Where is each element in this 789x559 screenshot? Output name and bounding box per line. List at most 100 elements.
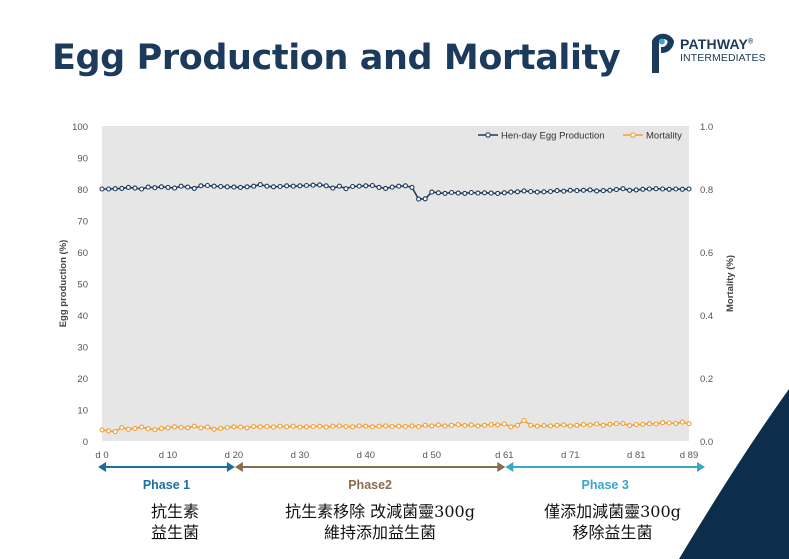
egg-production-point xyxy=(264,183,270,189)
egg-production-point xyxy=(323,183,329,189)
phase-arrow-head-left xyxy=(98,462,106,472)
egg-production-point xyxy=(449,189,455,196)
egg-production-point xyxy=(495,190,501,196)
mortality-point xyxy=(607,421,613,427)
egg-production-point xyxy=(119,185,125,191)
egg-production-point xyxy=(218,183,224,190)
mortality-point xyxy=(429,423,435,429)
phase-arrow-head-right xyxy=(697,462,705,472)
mortality-point xyxy=(336,423,342,429)
mortality-point xyxy=(343,423,349,430)
egg-production-point xyxy=(488,190,494,196)
egg-production-point xyxy=(600,188,606,194)
mortality-point xyxy=(178,424,184,431)
y-right-tick-label: 1.0 xyxy=(700,122,713,133)
egg-production-point xyxy=(383,185,389,191)
mortality-point xyxy=(376,423,382,429)
y-left-tick-label: 10 xyxy=(77,406,88,417)
mortality-point xyxy=(356,423,362,429)
mortality-point xyxy=(673,420,679,426)
mortality-point xyxy=(462,423,468,429)
y-right-axis-label: Mortality (%) xyxy=(725,255,736,312)
phase2-note-line2: 維持添加益生菌 xyxy=(323,523,436,542)
mortality-point xyxy=(257,424,263,430)
mortality-point xyxy=(640,421,646,427)
mortality-point xyxy=(481,422,488,428)
egg-production-point xyxy=(211,183,217,189)
mortality-point xyxy=(449,422,455,428)
phase3-note-line2: 移除益生菌 xyxy=(572,523,653,542)
mortality-point xyxy=(653,421,659,427)
mortality-point xyxy=(402,423,408,430)
mortality-point xyxy=(633,422,639,428)
legend-marker xyxy=(630,132,636,138)
mortality-point xyxy=(580,422,587,428)
egg-production-point xyxy=(363,183,369,189)
mortality-point xyxy=(99,427,105,433)
mortality-point xyxy=(198,425,204,431)
egg-production-point xyxy=(356,183,362,189)
x-tick-label: d 10 xyxy=(159,450,178,461)
page-title: Egg Production and Mortality xyxy=(52,38,621,78)
phase-label: Phase 1 xyxy=(143,478,190,492)
egg-production-point xyxy=(481,190,488,196)
egg-production-point xyxy=(303,182,310,189)
egg-production-point xyxy=(534,189,540,195)
egg-production-point xyxy=(422,196,428,202)
logo-name: PATHWAY® xyxy=(680,36,753,52)
mortality-point xyxy=(646,421,652,427)
mortality-point xyxy=(594,421,600,427)
y-left-tick-label: 60 xyxy=(77,248,88,259)
mortality-point xyxy=(521,417,527,424)
egg-production-point xyxy=(270,184,277,190)
x-tick-label: d 20 xyxy=(225,450,244,461)
egg-production-point xyxy=(653,186,659,192)
egg-production-point xyxy=(224,184,230,190)
logo-name-text: PATHWAY xyxy=(680,36,749,52)
phase-arrow-head-left xyxy=(505,462,514,472)
egg-production-point xyxy=(125,184,131,190)
egg-production-point xyxy=(547,188,554,195)
egg-production-point xyxy=(673,186,679,192)
egg-production-point xyxy=(145,184,151,190)
mortality-point xyxy=(218,425,224,431)
egg-production-point xyxy=(468,189,474,196)
plot-area xyxy=(102,126,689,441)
mortality-point xyxy=(666,420,672,426)
y-right-tick-label: 0.6 xyxy=(700,248,713,259)
egg-production-point xyxy=(580,187,587,193)
mortality-point xyxy=(106,428,112,434)
mortality-point xyxy=(297,424,303,430)
egg-production-point xyxy=(646,186,652,192)
egg-production-point xyxy=(416,196,422,202)
mortality-point xyxy=(350,424,356,430)
legend-label: Mortality xyxy=(646,131,682,142)
corner-decoration xyxy=(679,389,789,559)
mortality-point xyxy=(270,424,277,430)
mortality-point xyxy=(488,422,494,428)
mortality-point xyxy=(237,424,244,430)
phase1-note: 抗生素 益生菌 xyxy=(120,501,230,543)
mortality-point xyxy=(139,424,145,430)
mortality-point xyxy=(389,423,395,430)
egg-production-point xyxy=(158,184,164,190)
mortality-point xyxy=(204,424,211,430)
mortality-point xyxy=(541,423,547,429)
y-left-tick-label: 100 xyxy=(72,122,88,133)
mortality-point xyxy=(442,423,448,429)
mortality-point xyxy=(495,422,501,428)
egg-production-point xyxy=(508,189,514,195)
legend-marker xyxy=(485,132,491,138)
y-left-tick-label: 70 xyxy=(77,217,88,228)
mortality-point xyxy=(620,420,626,426)
egg-production-point xyxy=(455,190,461,196)
egg-production-point xyxy=(660,186,666,192)
mortality-point xyxy=(468,422,474,428)
y-left-tick-label: 90 xyxy=(77,154,88,165)
egg-production-point xyxy=(633,187,639,193)
egg-production-point xyxy=(350,183,356,190)
x-tick-label: d 61 xyxy=(495,450,514,461)
mortality-point xyxy=(396,423,402,429)
egg-production-point xyxy=(627,187,633,193)
phase1-note-line2: 益生菌 xyxy=(150,523,199,542)
